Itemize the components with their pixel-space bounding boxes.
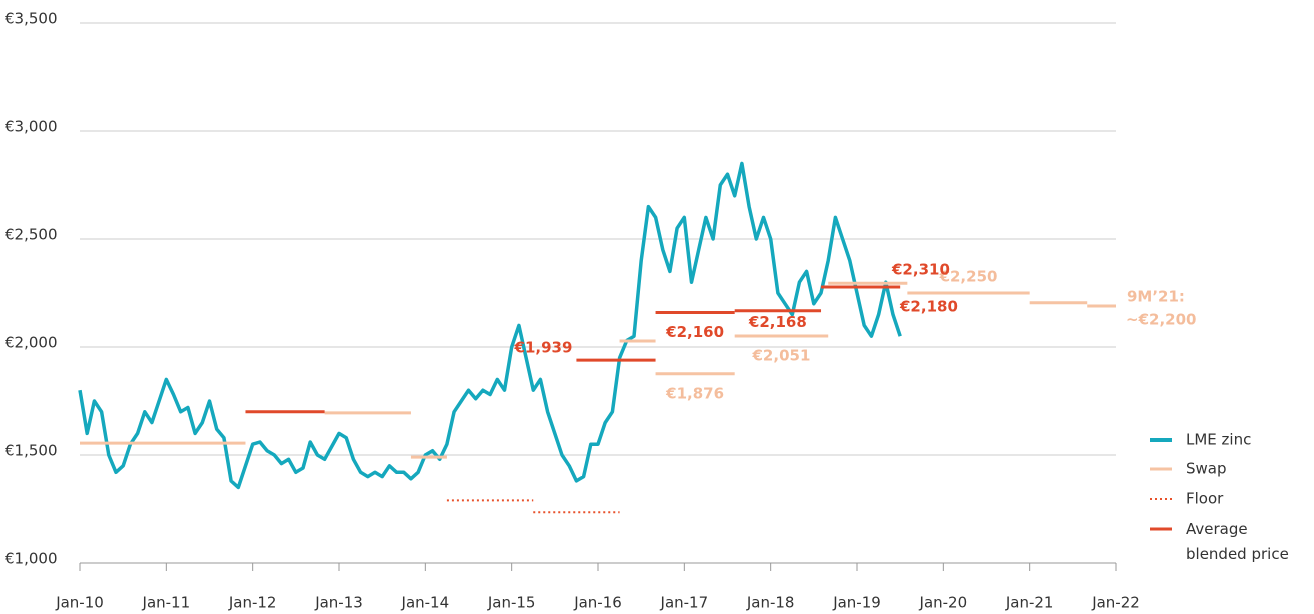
x-tick-label: Jan-12 [228,594,277,612]
y-tick-label: €2,500 [5,226,58,244]
x-tick-label: Jan-19 [832,594,881,612]
y-tick-label: €3,500 [5,10,58,28]
x-tick-label: Jan-18 [746,594,795,612]
x-tick-label: Jan-13 [314,594,363,612]
legend-label: Average blended price [1186,520,1289,563]
annotation: €2,310 [891,261,950,279]
y-tick-label: €2,000 [5,334,58,352]
value-label: ~€2,200 [1126,310,1196,328]
legend-label: Floor [1186,490,1224,508]
x-tick-label: Jan-22 [1091,594,1140,612]
value-label: €2,250 [939,268,998,286]
annotation: €2,180 [899,298,958,316]
x-tick-label: Jan-11 [142,594,191,612]
x-tick-label: Jan-17 [660,594,709,612]
y-tick-label: €1,500 [5,442,58,460]
x-tick-label: Jan-15 [487,594,536,612]
x-tick-label: Jan-20 [919,594,968,612]
legend-label: LME zinc [1186,431,1251,449]
x-tick-label: Jan-16 [573,594,622,612]
value-label: €1,876 [665,384,724,402]
value-label: €2,051 [752,346,811,364]
x-tick-label: Jan-21 [1005,594,1054,612]
x-tick-label: Jan-10 [55,594,104,612]
y-tick-label: €3,000 [5,118,58,136]
value-label: €2,160 [665,323,724,341]
x-tick-label: Jan-14 [401,594,450,612]
annotation: 9M’21: [1127,288,1185,306]
value-label: €2,168 [748,313,807,331]
legend-label: Swap [1186,460,1227,478]
value-label: €1,939 [514,339,573,357]
y-tick-label: €1,000 [5,550,58,568]
price-line [78,161,902,490]
